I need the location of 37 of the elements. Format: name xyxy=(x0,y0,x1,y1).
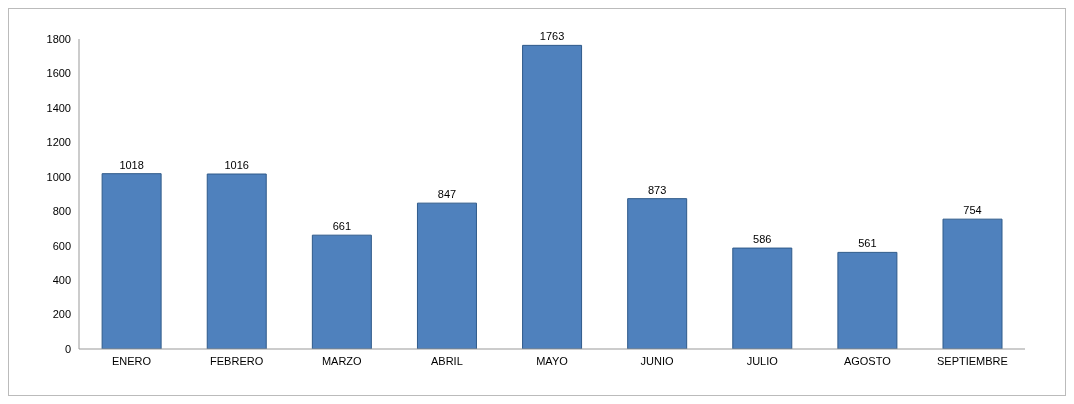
bar xyxy=(837,251,898,349)
bar xyxy=(522,44,583,349)
x-tick-label: JUNIO xyxy=(640,354,675,367)
y-tick-label: 1600 xyxy=(46,67,71,80)
bar xyxy=(732,247,793,349)
data-label: 661 xyxy=(332,220,352,233)
bar xyxy=(416,202,477,349)
bar xyxy=(206,173,267,349)
y-tick-label: 1800 xyxy=(46,32,71,45)
y-tick-label: 600 xyxy=(52,239,71,252)
data-label: 586 xyxy=(753,233,772,246)
x-tick-label: FEBRERO xyxy=(210,354,264,367)
x-tick-label: SEPTIEMBRE xyxy=(936,354,1008,367)
y-tick-label: 1000 xyxy=(46,170,71,183)
y-tick-label: 1200 xyxy=(46,136,71,149)
y-tick-label: 200 xyxy=(52,308,71,321)
data-label: 561 xyxy=(858,237,877,250)
x-tick-label: AGOSTO xyxy=(843,354,892,367)
data-label: 1018 xyxy=(119,158,144,171)
x-tick-label: MARZO xyxy=(321,354,363,367)
data-label: 1763 xyxy=(539,30,565,43)
x-tick-label: ABRIL xyxy=(430,354,463,367)
y-tick-label: 400 xyxy=(52,274,71,287)
data-label: 754 xyxy=(963,204,982,217)
data-label: 873 xyxy=(648,183,667,196)
data-label: 847 xyxy=(437,188,457,201)
bar xyxy=(942,218,1003,349)
y-tick-label: 800 xyxy=(52,205,71,218)
x-tick-label: ENERO xyxy=(111,354,152,367)
data-label: 1016 xyxy=(224,159,249,172)
y-tick-label: 0 xyxy=(64,342,71,355)
y-tick-label: 1400 xyxy=(46,101,71,114)
x-tick-label: MAYO xyxy=(536,354,569,367)
bar xyxy=(101,173,162,349)
bar xyxy=(311,234,372,349)
bar xyxy=(627,198,688,349)
x-tick-label: JULIO xyxy=(746,354,779,367)
